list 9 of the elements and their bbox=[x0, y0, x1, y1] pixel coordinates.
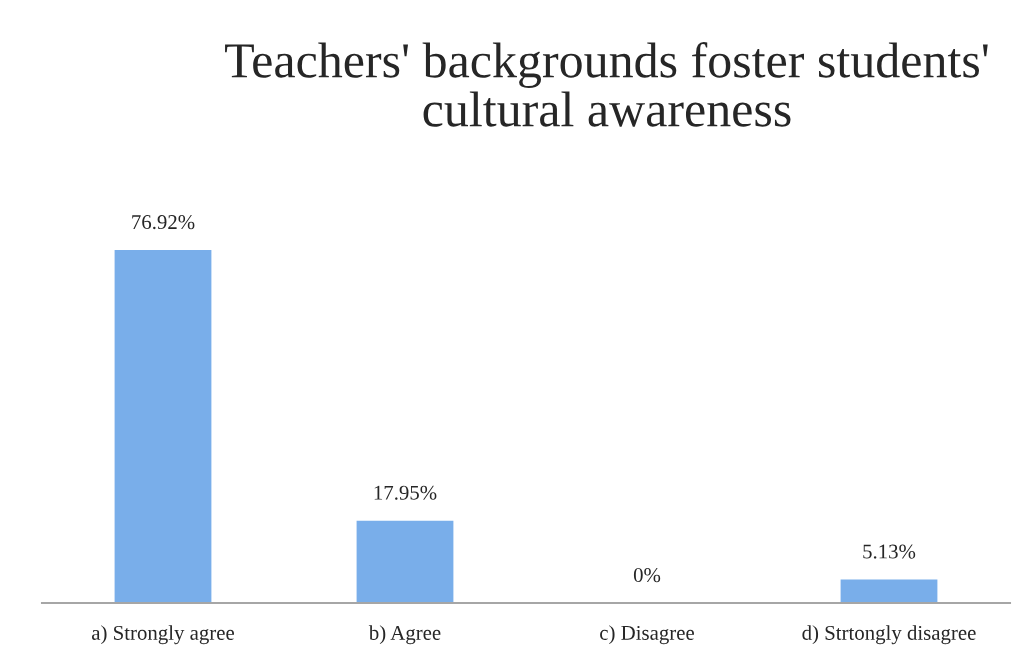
x-tick-label: c) Disagree bbox=[600, 625, 694, 645]
data-label: 5.13% bbox=[863, 544, 916, 559]
data-label: 17.95% bbox=[374, 485, 437, 500]
chart-title: Teachers' backgrounds foster students' cultural awareness bbox=[225, 42, 988, 127]
x-tick-label: d) Strtongly disagree bbox=[802, 625, 976, 645]
data-label: 0% bbox=[633, 568, 661, 583]
data-label: 76.92% bbox=[132, 215, 195, 230]
x-tick-label: a) Strongly agree bbox=[92, 625, 235, 645]
x-tick-label: b) Agree bbox=[368, 625, 441, 645]
